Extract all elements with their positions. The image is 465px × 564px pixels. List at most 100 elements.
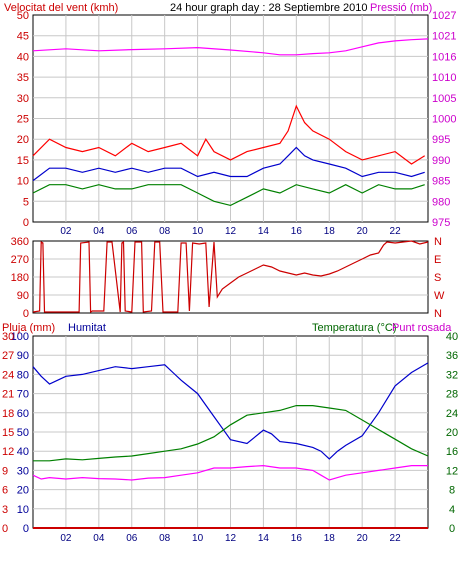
wind-x-tick-label: 06 <box>126 226 138 237</box>
rain-y-tick-label: 9 <box>2 465 8 477</box>
pressure-y-tick-label: 1005 <box>432 93 456 105</box>
temperature-y-tick-label: 16 <box>446 446 458 458</box>
wind-x-tick-label: 02 <box>60 226 72 237</box>
humidity-x-tick-label: 08 <box>159 533 171 544</box>
humidity-y-tick-label: 60 <box>17 408 29 420</box>
humidity-y-tick-label: 0 <box>23 523 29 535</box>
temperature-y-tick-label: 32 <box>446 369 458 381</box>
wind-direction-series <box>32 240 429 314</box>
series-pressure-line <box>32 38 429 56</box>
wind-direction-axes: 0 N 90 W 180 S 270 E 360 N <box>11 236 445 320</box>
wind-x-tick-label: 12 <box>225 226 237 237</box>
temperature-y-tick-label: 36 <box>446 350 458 362</box>
compass-label: N <box>434 308 442 320</box>
rain-y-tick-label: 24 <box>2 369 14 381</box>
pressure-label: Pressió (mb) <box>370 2 432 14</box>
temperature-y-tick-label: 28 <box>446 389 458 401</box>
humidity-y-tick-label: 70 <box>17 389 29 401</box>
humidity-x-tick-label: 22 <box>390 533 402 544</box>
series-direction-line <box>32 240 429 314</box>
temperature-y-tick-label: 8 <box>449 485 455 497</box>
wind-pressure-series <box>32 38 429 207</box>
temperature-y-tick-label: 40 <box>446 331 458 343</box>
humidity-x-tick-label: 04 <box>93 533 105 544</box>
dewpoint-label: Punt rosada <box>392 322 452 334</box>
pressure-y-tick-label: 1000 <box>432 114 456 126</box>
humidity-temperature-grid <box>33 336 428 528</box>
humidity-x-tick-label: 20 <box>357 533 369 544</box>
rain-y-tick-label: 0 <box>2 523 8 535</box>
compass-label: E <box>434 254 441 266</box>
wind-y-tick-label: 25 <box>17 114 29 126</box>
wind-y-tick-label: 50 <box>17 10 29 22</box>
compass-label: N <box>434 236 442 248</box>
wind-y-tick-label: 0 <box>23 217 29 229</box>
rain-y-tick-label: 6 <box>2 485 8 497</box>
direction-y-tick-label: 360 <box>11 236 29 248</box>
pressure-y-tick-label: 990 <box>432 155 450 167</box>
humidity-y-tick-label: 30 <box>17 465 29 477</box>
humidity-temperature-series <box>32 362 429 529</box>
wind-y-tick-label: 10 <box>17 176 29 188</box>
wind-x-tick-label: 14 <box>258 226 270 237</box>
humidity-y-tick-label: 40 <box>17 446 29 458</box>
pressure-y-tick-label: 1010 <box>432 72 456 84</box>
direction-y-tick-label: 0 <box>23 308 29 320</box>
series-dewpoint-line <box>32 464 428 481</box>
pressure-y-tick-label: 1016 <box>432 51 456 63</box>
humidity-x-tick-label: 10 <box>192 533 204 544</box>
wind-y-tick-label: 20 <box>17 134 29 146</box>
pressure-y-tick-label: 1027 <box>432 10 456 22</box>
wind-speed-label: Velocitat del vent (kmh) <box>4 2 118 14</box>
chart-title: 24 hour graph day : 28 Septiembre 2010 <box>170 2 368 14</box>
humidity-y-tick-label: 20 <box>17 485 29 497</box>
series-temperature-line <box>33 405 429 462</box>
humidity-y-tick-label: 50 <box>17 427 29 439</box>
temperature-y-tick-label: 20 <box>446 427 458 439</box>
humidity-x-tick-label: 16 <box>291 533 303 544</box>
pressure-y-tick-label: 985 <box>432 176 450 188</box>
humidity-x-tick-label: 14 <box>258 533 270 544</box>
series-minimum-line <box>32 184 425 207</box>
wind-x-tick-label: 18 <box>324 226 336 237</box>
direction-y-tick-label: 180 <box>11 272 29 284</box>
compass-label: W <box>434 290 445 302</box>
wind-x-tick-label: 10 <box>192 226 204 237</box>
pressure-y-tick-label: 995 <box>432 134 450 146</box>
wind-y-tick-label: 45 <box>17 31 29 43</box>
wind-x-tick-label: 08 <box>159 226 171 237</box>
wind-y-tick-label: 15 <box>17 155 29 167</box>
wind-x-tick-label: 04 <box>93 226 105 237</box>
rain-y-tick-label: 18 <box>2 408 14 420</box>
direction-y-tick-label: 270 <box>11 254 29 266</box>
wind-y-tick-label: 40 <box>17 51 29 63</box>
rain-y-tick-label: 27 <box>2 350 14 362</box>
pressure-y-tick-label: 1021 <box>432 31 456 43</box>
wind-y-tick-label: 30 <box>17 93 29 105</box>
temperature-y-tick-label: 4 <box>449 504 455 516</box>
rain-y-tick-label: 15 <box>2 427 14 439</box>
humidity-label: Humitat <box>68 322 106 334</box>
wind-y-tick-label: 5 <box>23 196 29 208</box>
series-gust-line <box>32 104 426 165</box>
wind-pressure-axes: 0 5 10 15 20 25 30 35 40 45 50 975 980 985 990 995 1000 1… <box>17 10 457 237</box>
humidity-x-tick-label: 02 <box>60 533 72 544</box>
humidity-y-tick-label: 100 <box>11 331 29 343</box>
humidity-y-tick-label: 10 <box>17 504 29 516</box>
rain-y-tick-label: 3 <box>2 504 8 516</box>
rain-y-tick-label: 21 <box>2 389 14 401</box>
wind-x-tick-label: 20 <box>357 226 369 237</box>
temperature-y-tick-label: 12 <box>446 465 458 477</box>
temperature-label: Temperatura (°C) <box>312 322 396 334</box>
humidity-y-tick-label: 90 <box>17 350 29 362</box>
rain-label: Pluja (mm) <box>2 322 55 334</box>
humidity-x-tick-label: 06 <box>126 533 138 544</box>
rain-y-tick-label: 12 <box>2 446 14 458</box>
wind-x-tick-label: 16 <box>291 226 303 237</box>
temperature-y-tick-label: 24 <box>446 408 458 420</box>
series-humidity-line <box>32 362 429 460</box>
series-average-line <box>32 146 425 182</box>
